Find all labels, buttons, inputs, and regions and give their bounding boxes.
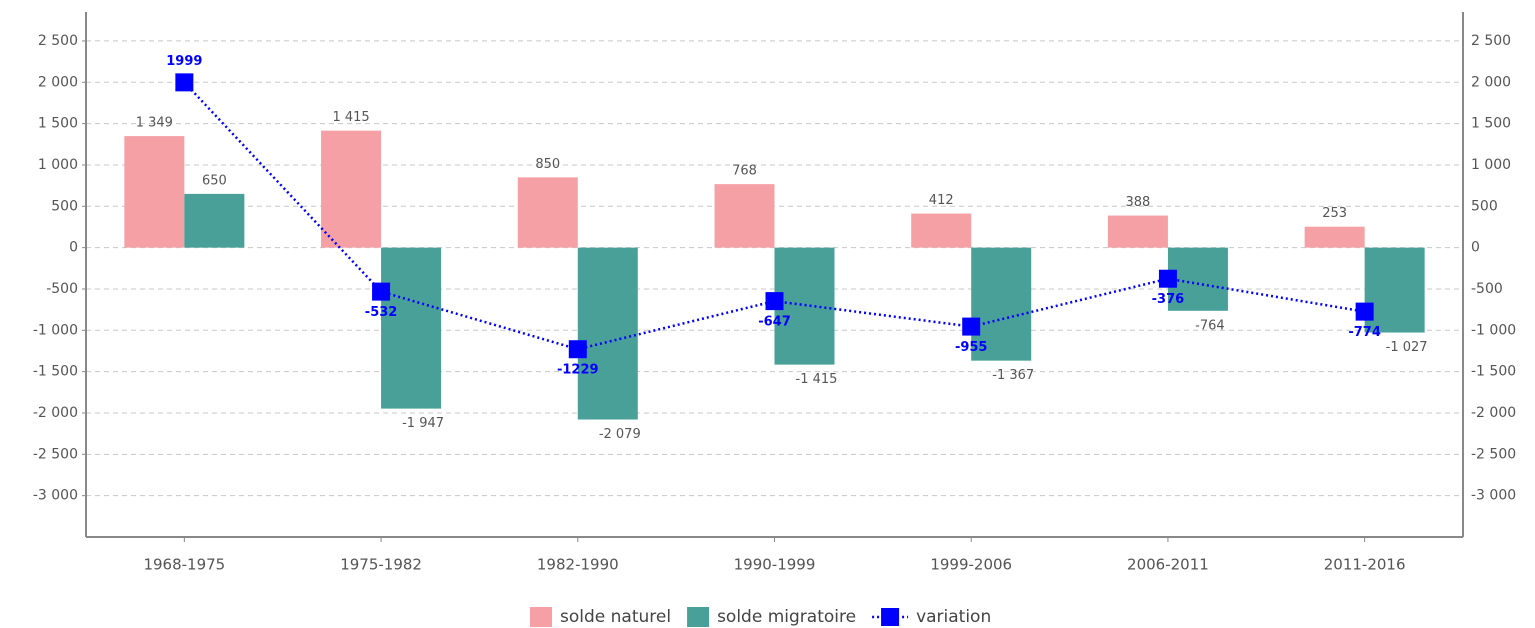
data-label: -647 — [758, 315, 791, 330]
y2-tick-label: -2 000 — [1471, 405, 1516, 421]
bar — [714, 184, 775, 248]
marker — [1355, 302, 1374, 321]
bar — [911, 213, 972, 248]
y2-tick-label: 0 — [1471, 240, 1480, 256]
data-label: -1 415 — [796, 372, 838, 387]
legend-label: solde migratoire — [717, 607, 856, 627]
y2-tick-label: 2 000 — [1471, 74, 1511, 90]
data-label: 1 415 — [332, 110, 369, 125]
y2-tick-label: -1 500 — [1471, 364, 1516, 380]
legend-swatch — [530, 607, 552, 627]
bar — [321, 130, 382, 248]
data-label: -774 — [1348, 325, 1381, 340]
legend-label: solde naturel — [560, 607, 671, 627]
y2-tick-label: -500 — [1471, 281, 1503, 297]
marker — [372, 282, 391, 301]
y-tick-label: -2 000 — [33, 405, 78, 421]
data-label: -764 — [1195, 318, 1225, 333]
data-label: -2 079 — [599, 427, 641, 442]
data-label: 768 — [732, 164, 757, 179]
y2-tick-label: -3 000 — [1471, 488, 1516, 504]
marker — [568, 340, 587, 359]
bar — [577, 247, 638, 420]
bar — [1364, 247, 1425, 333]
x-tick-label: 2006-2011 — [1127, 556, 1209, 574]
marker — [1158, 269, 1177, 288]
marker — [175, 73, 194, 92]
y-tick-label: 2 500 — [38, 33, 78, 49]
data-label: -532 — [365, 305, 398, 320]
data-label: -1 947 — [402, 416, 444, 431]
data-label: 253 — [1322, 206, 1347, 221]
data-label: 650 — [202, 173, 227, 188]
bar — [971, 247, 1032, 361]
x-tick-label: 2011-2016 — [1324, 556, 1406, 574]
data-label: 850 — [535, 157, 560, 172]
bar — [1304, 226, 1365, 248]
data-label: 412 — [929, 193, 954, 208]
legend-swatch — [687, 607, 710, 627]
x-tick-label: 1975-1982 — [340, 556, 422, 574]
y-tick-label: 1 500 — [38, 116, 78, 132]
y-tick-label: 0 — [69, 240, 78, 256]
bar — [184, 193, 245, 248]
y2-tick-label: -2 500 — [1471, 446, 1516, 462]
y2-tick-label: 500 — [1471, 198, 1498, 214]
marker — [765, 292, 784, 311]
legend-swatch — [881, 608, 900, 626]
bar — [517, 177, 578, 248]
data-label: -1229 — [557, 363, 599, 378]
data-label: 1 349 — [136, 116, 173, 131]
y2-tick-label: 1 000 — [1471, 157, 1511, 173]
marker — [962, 317, 981, 336]
y-tick-label: -500 — [46, 281, 78, 297]
y-tick-label: 2 000 — [38, 74, 78, 90]
y-tick-label: -2 500 — [33, 446, 78, 462]
data-label: 1999 — [166, 54, 202, 69]
data-label: -955 — [955, 340, 988, 355]
legend-label: variation — [916, 607, 991, 627]
data-label: 388 — [1126, 195, 1151, 210]
x-tick-label: 1999-2006 — [930, 556, 1012, 574]
y-tick-label: 1 000 — [38, 157, 78, 173]
bar — [1107, 215, 1168, 248]
data-label: -1 027 — [1386, 340, 1428, 355]
bar — [124, 136, 185, 248]
x-tick-label: 1990-1999 — [734, 556, 816, 574]
y2-tick-label: 1 500 — [1471, 116, 1511, 132]
x-tick-label: 1982-1990 — [537, 556, 619, 574]
y-tick-label: -3 000 — [33, 488, 78, 504]
y-tick-label: 500 — [51, 198, 78, 214]
data-label: -376 — [1152, 292, 1185, 307]
bar — [381, 247, 442, 409]
data-label: -1 367 — [992, 368, 1034, 383]
y-tick-label: -1 000 — [33, 322, 78, 338]
y2-tick-label: 2 500 — [1471, 33, 1511, 49]
y-tick-label: -1 500 — [33, 364, 78, 380]
y2-tick-label: -1 000 — [1471, 322, 1516, 338]
x-tick-label: 1968-1975 — [143, 556, 225, 574]
